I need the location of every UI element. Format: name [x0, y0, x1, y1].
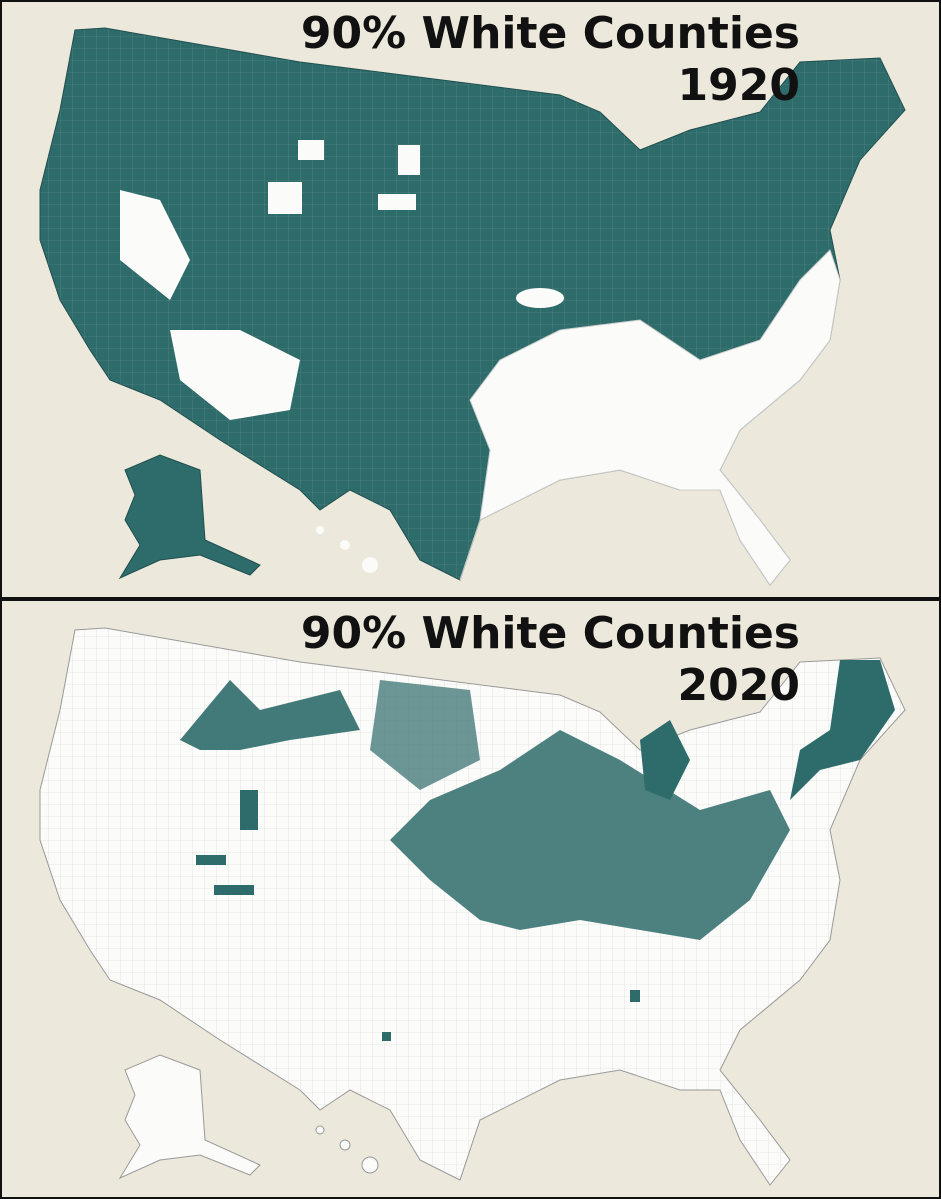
white-county-cluster: [390, 730, 790, 940]
non-white-region: [459, 249, 841, 586]
white-area: [378, 194, 416, 210]
panel-2020: 90% White Counties 2020: [0, 599, 941, 1199]
white-area: [120, 190, 190, 300]
white-county-cluster: [196, 855, 226, 865]
panel-title: 90% White Counties: [301, 608, 800, 659]
hawaii: [316, 526, 324, 534]
white-county-cluster: [630, 990, 640, 1002]
panel-title: 90% White Counties: [301, 8, 800, 59]
white-area: [268, 182, 302, 214]
white-area: [398, 145, 420, 175]
white-county-cluster: [790, 660, 895, 800]
white-county-cluster: [640, 720, 690, 800]
hawaii: [315, 1125, 325, 1135]
panel-year: 1920: [678, 60, 800, 111]
white-county-cluster: [180, 680, 360, 750]
hawaii: [362, 557, 378, 573]
hawaii: [339, 1139, 351, 1151]
white-area: [170, 330, 300, 420]
white-area: [298, 140, 324, 160]
panel-1920: 90% White Counties 1920: [0, 0, 941, 599]
white-area: [516, 288, 564, 308]
hawaii: [361, 1156, 379, 1174]
white-county-cluster: [214, 885, 254, 895]
panel-year: 2020: [678, 660, 800, 711]
white-county-cluster: [240, 790, 258, 830]
white-county-cluster: [382, 1032, 391, 1041]
white-county-cluster: [370, 680, 480, 790]
hawaii: [340, 540, 350, 550]
